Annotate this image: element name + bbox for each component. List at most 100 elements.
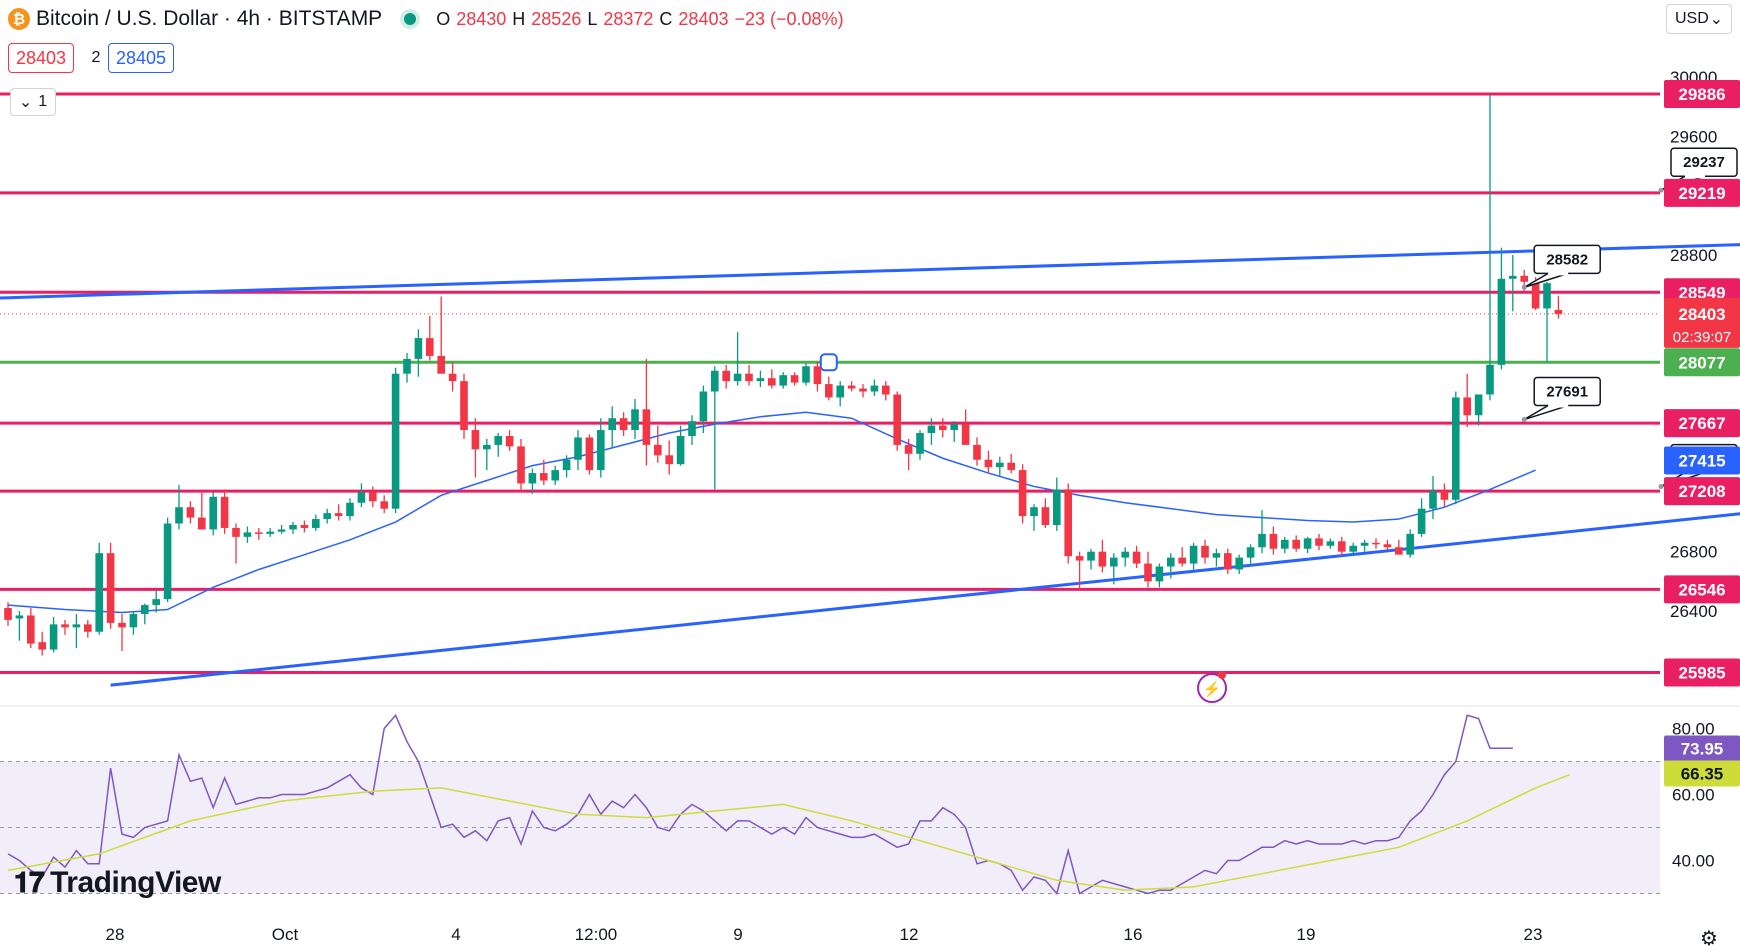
- ohlc-low-value: 28372: [603, 8, 654, 29]
- candle-body: [745, 373, 753, 382]
- candle-body: [118, 622, 126, 628]
- level-axis-label-box: [1664, 409, 1740, 438]
- candle-body: [1235, 557, 1243, 570]
- candle-body: [380, 501, 388, 509]
- candle-body: [1007, 462, 1015, 471]
- spread-value: 2: [84, 43, 108, 73]
- candle-body: [1064, 489, 1072, 557]
- level-axis-label-box: [1664, 575, 1740, 604]
- callout-label: 28582: [1546, 251, 1588, 268]
- time-tick-label: 28: [106, 925, 125, 944]
- sell-button[interactable]: 28403: [8, 43, 74, 73]
- candle-body: [175, 507, 183, 524]
- price-tick-label: 28800: [1670, 246, 1717, 265]
- market-open-icon: [404, 13, 417, 25]
- rsi-value-box: [1664, 735, 1740, 762]
- candle-body: [300, 524, 309, 528]
- ohlc-high-value: 28526: [531, 8, 582, 29]
- candle-body: [1531, 281, 1540, 309]
- candle-body: [961, 424, 970, 445]
- candle-body: [1463, 397, 1471, 416]
- candle-body: [1053, 489, 1061, 525]
- candle-body: [768, 378, 776, 386]
- candle-body: [483, 444, 491, 450]
- chevron-down-icon: ⌄: [18, 94, 33, 111]
- candle-body: [756, 378, 765, 382]
- candle-body: [106, 553, 115, 623]
- level-axis-label: 26546: [1678, 580, 1725, 599]
- candle-body: [676, 436, 685, 465]
- candle-body: [369, 492, 377, 502]
- callout-joint: [1548, 403, 1569, 408]
- candle-body: [1258, 533, 1266, 548]
- candle-body: [1098, 551, 1107, 567]
- candle-body: [505, 436, 514, 447]
- ohlc-open-label: O: [436, 8, 451, 29]
- currency-value: USD: [1675, 10, 1709, 27]
- candle-body: [642, 409, 651, 445]
- candle-body: [574, 437, 582, 460]
- callout-label: 27691: [1546, 384, 1588, 401]
- callout-anchor: [1521, 284, 1527, 290]
- candle-body: [597, 430, 605, 471]
- symbol-title[interactable]: Bitcoin / U.S. Dollar · 4h · BITSTAMP: [36, 7, 383, 30]
- level-axis-label-box: [1664, 79, 1740, 108]
- candle-body: [1315, 538, 1323, 546]
- candle-body: [722, 370, 730, 382]
- candle-body: [1497, 278, 1506, 365]
- candle-body: [1554, 309, 1563, 314]
- candle-body: [266, 531, 274, 534]
- candle-body: [1395, 547, 1403, 555]
- candle-body: [1030, 507, 1038, 517]
- candle-body: [927, 425, 936, 434]
- candle-body: [437, 355, 445, 374]
- callout-anchor: [1658, 484, 1664, 490]
- callout-pointer: [1523, 404, 1569, 421]
- candle-body: [1509, 275, 1517, 279]
- candle-body: [551, 470, 559, 481]
- indicator-count: 1: [38, 93, 48, 110]
- candle-body: [540, 473, 548, 481]
- pivot-axis-label-box: [1664, 348, 1740, 377]
- candle-body: [1372, 542, 1380, 545]
- candle-body: [779, 375, 787, 386]
- candle-body: [688, 421, 696, 436]
- ohlc-values: O 28430 H 28526 L 28372 C 28403 −23 (−0.08%): [436, 9, 843, 30]
- candle-body: [289, 524, 297, 530]
- candle-body: [984, 459, 993, 468]
- tradingview-logo-icon: 𝟏𝟕: [14, 866, 45, 898]
- candle-body: [1167, 557, 1175, 567]
- candle-body: [562, 459, 571, 471]
- currency-select[interactable]: USD ⌄: [1666, 4, 1732, 34]
- event-dot: [1218, 671, 1226, 679]
- settings-gear-icon[interactable]: ⚙: [1700, 928, 1718, 950]
- time-tick-label: Oct: [272, 925, 299, 944]
- candle-body: [1269, 533, 1278, 549]
- candle-body: [1246, 547, 1255, 558]
- time-tick-label: 19: [1297, 925, 1316, 944]
- buy-button[interactable]: 28405: [108, 43, 174, 73]
- lightning-glyph: ⚡: [1203, 680, 1222, 698]
- candle-body: [1110, 557, 1118, 567]
- candle-body: [825, 384, 833, 398]
- price-tick-label: 29600: [1670, 127, 1717, 146]
- level-axis-label-box: [1664, 178, 1740, 207]
- candle-body: [1520, 275, 1528, 282]
- price-change: −23 (−0.08%): [734, 8, 844, 29]
- rsi-ma-box: [1664, 760, 1740, 787]
- candle-body: [403, 358, 411, 374]
- candle-body: [847, 385, 856, 389]
- candle-body: [813, 366, 822, 385]
- candle-body: [711, 370, 719, 392]
- candle-body: [61, 624, 69, 628]
- level-axis-label: 27667: [1678, 414, 1725, 433]
- chart-header: ₿ Bitcoin / U.S. Dollar · 4h · BITSTAMP …: [8, 6, 844, 32]
- indicators-toggle-button[interactable]: ⌄ 1: [10, 88, 56, 116]
- candle-body: [1349, 545, 1357, 552]
- candle-body: [950, 424, 958, 431]
- ma-axis-label-box: [1664, 446, 1740, 475]
- candle-body: [585, 437, 594, 471]
- candle-body: [27, 615, 35, 644]
- candle-body: [904, 444, 913, 454]
